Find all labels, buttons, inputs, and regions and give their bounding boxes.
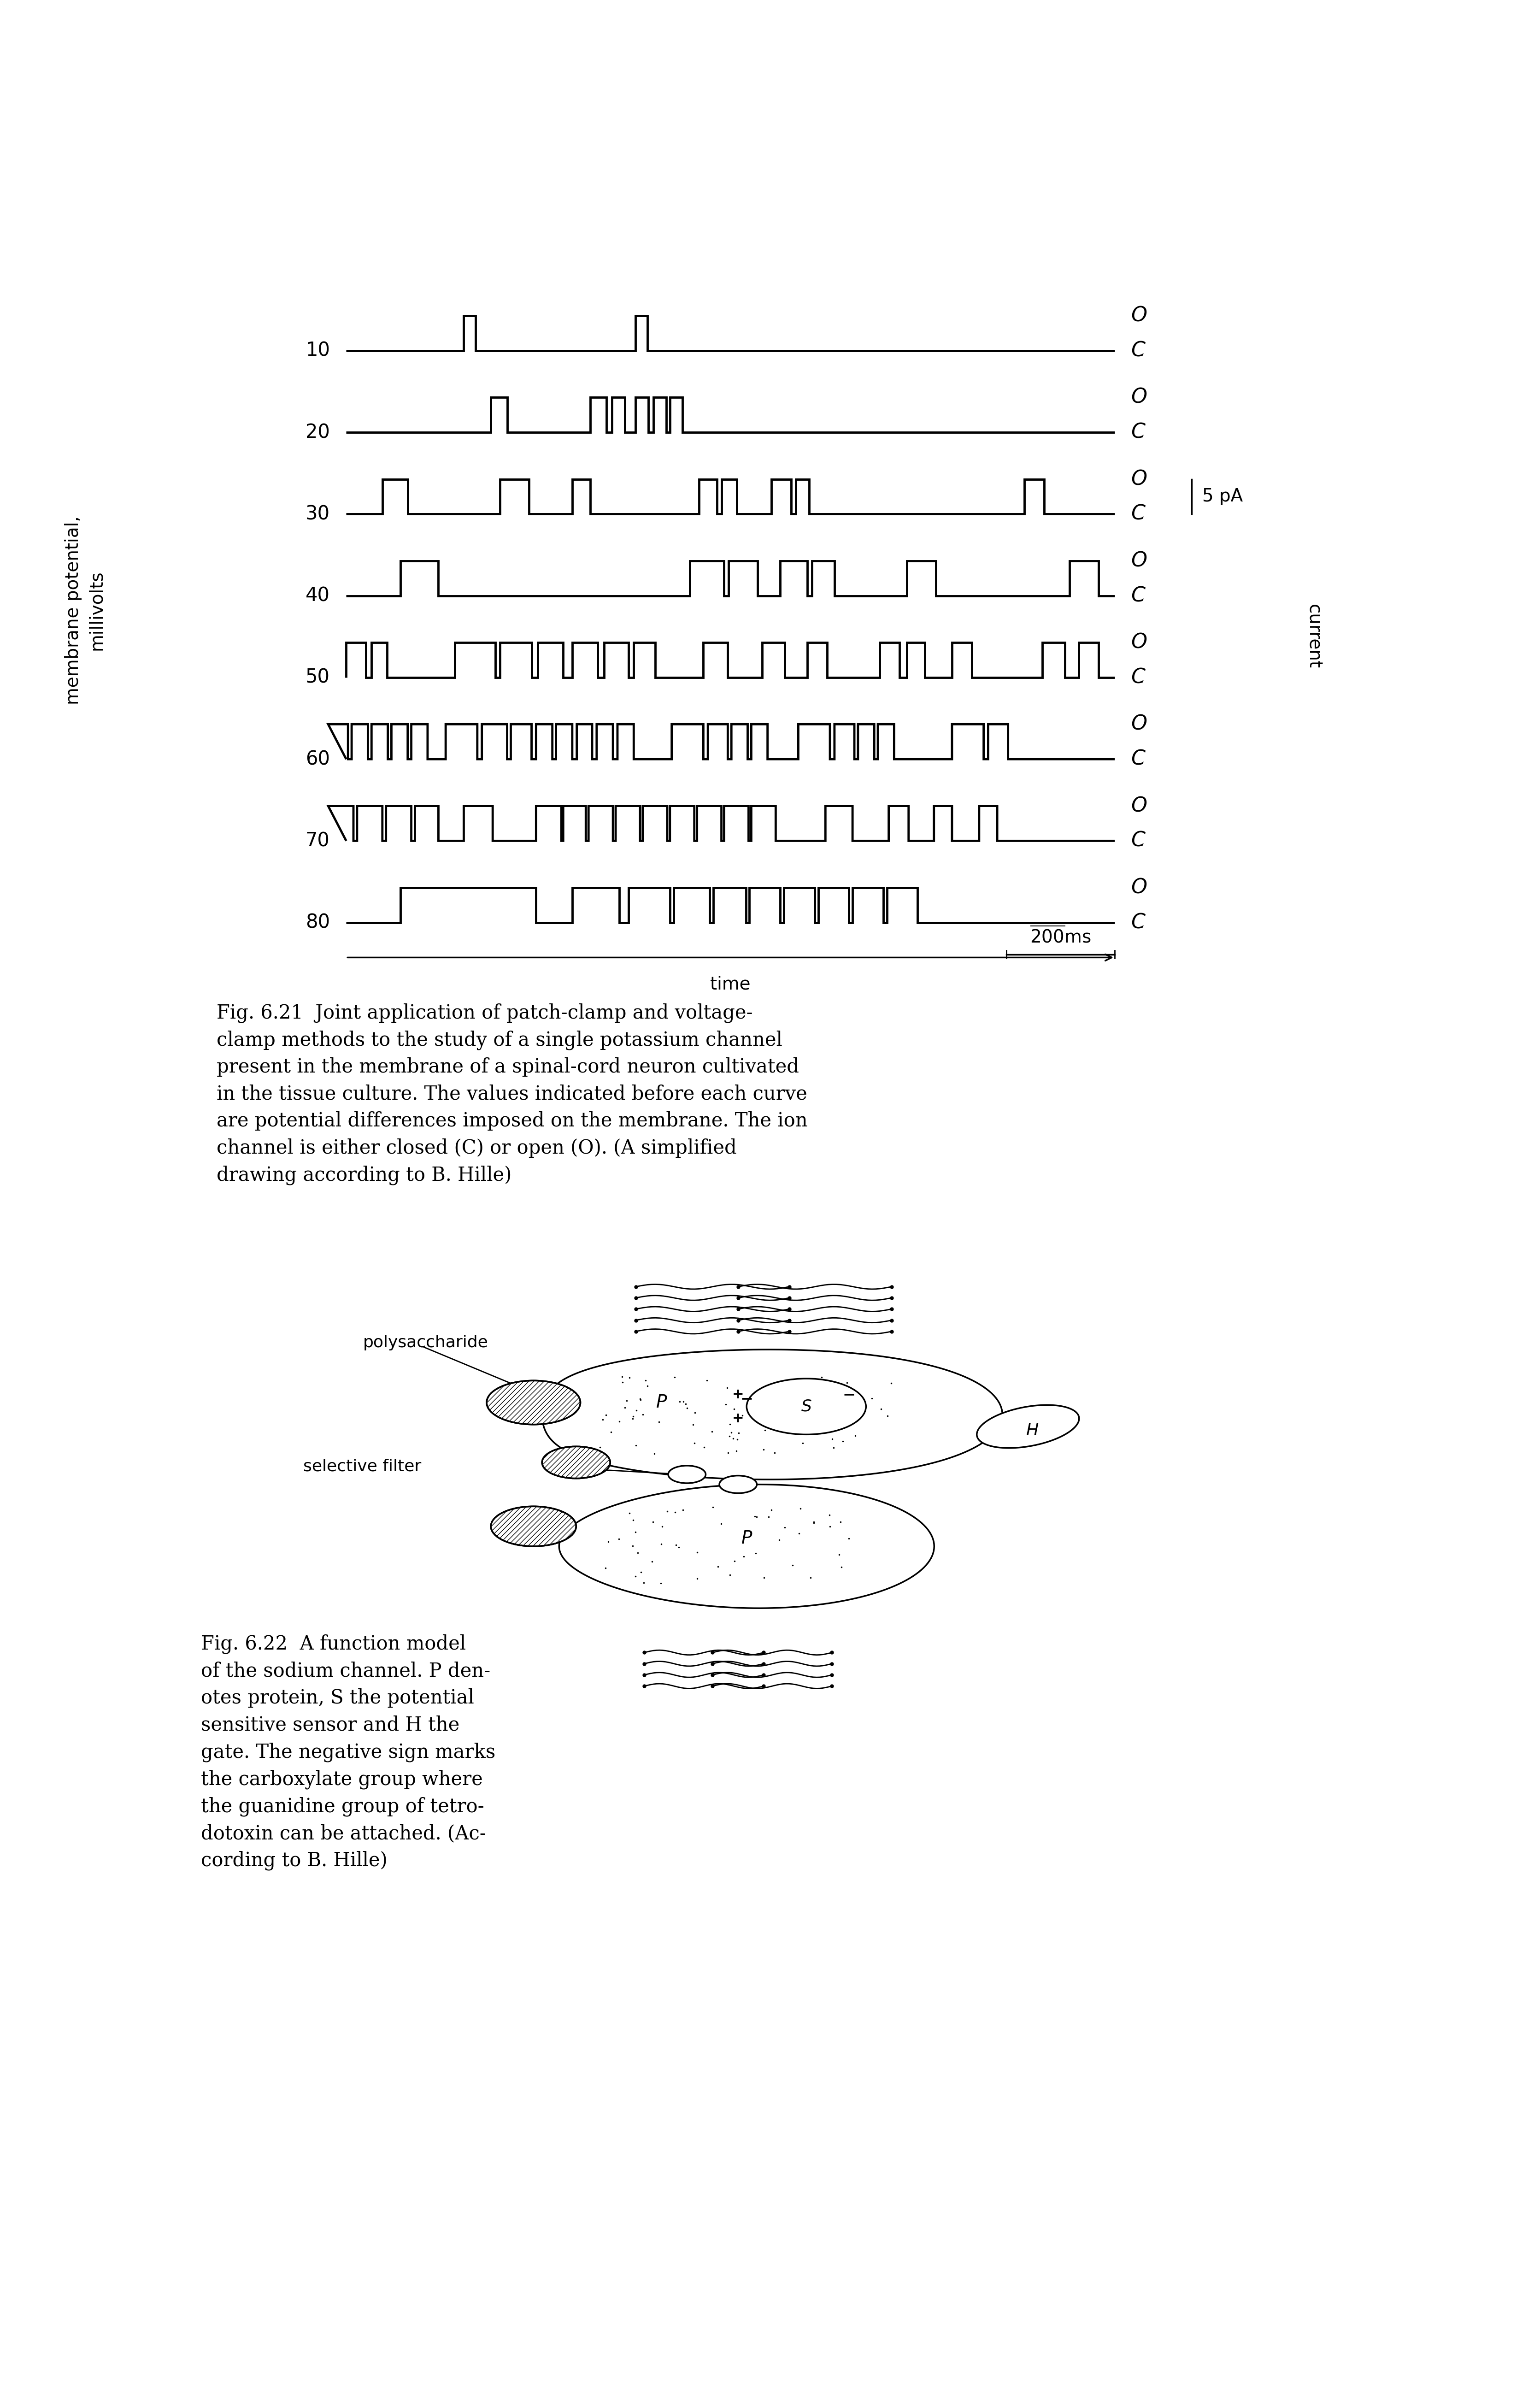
Circle shape [487, 1381, 581, 1424]
Text: 50: 50 [305, 668, 330, 687]
Text: O: O [1130, 713, 1147, 735]
Polygon shape [559, 1484, 935, 1608]
Text: C: C [1130, 668, 1146, 687]
Circle shape [747, 1378, 865, 1433]
Circle shape [491, 1505, 576, 1546]
Text: −: − [741, 1390, 753, 1407]
Text: 5 pA: 5 pA [1203, 488, 1243, 505]
Text: O: O [1130, 469, 1147, 488]
Text: +: + [731, 1388, 744, 1402]
Text: time: time [710, 976, 750, 993]
Text: 20: 20 [305, 424, 330, 443]
Text: P: P [741, 1529, 752, 1548]
Text: −: − [842, 1388, 855, 1402]
Text: O: O [1130, 632, 1147, 653]
Text: C: C [1130, 749, 1146, 768]
Text: 80: 80 [305, 912, 330, 933]
Text: C: C [1130, 586, 1146, 605]
Text: current: current [1304, 605, 1323, 670]
Text: Fig. 6.22  A function model
of the sodium channel. P den-
otes protein, S the po: Fig. 6.22 A function model of the sodium… [202, 1634, 496, 1871]
Polygon shape [976, 1405, 1080, 1448]
Text: 40: 40 [305, 586, 330, 605]
Text: O: O [1130, 550, 1147, 572]
Text: C: C [1130, 340, 1146, 361]
Text: C: C [1130, 505, 1146, 524]
Text: polysaccharide: polysaccharide [363, 1335, 488, 1350]
Text: membrane potential,
millivolts: membrane potential, millivolts [65, 517, 105, 704]
Text: 10: 10 [305, 342, 330, 361]
Text: O: O [1130, 797, 1147, 816]
Text: P: P [656, 1393, 667, 1412]
Polygon shape [542, 1350, 1003, 1479]
Text: O: O [1130, 878, 1147, 897]
Text: S: S [801, 1398, 812, 1414]
Circle shape [668, 1465, 705, 1484]
Text: C: C [1130, 424, 1146, 443]
Text: selective filter: selective filter [303, 1460, 422, 1474]
Text: H: H [1026, 1424, 1038, 1438]
Circle shape [542, 1445, 610, 1479]
Text: O: O [1130, 306, 1147, 325]
Text: 70: 70 [305, 830, 330, 850]
Text: C: C [1130, 830, 1146, 852]
Text: 60: 60 [305, 749, 330, 768]
Text: C: C [1130, 912, 1146, 933]
Text: $\overline{200}$ms: $\overline{200}$ms [1030, 926, 1090, 948]
Text: 30: 30 [305, 505, 330, 524]
Text: O: O [1130, 388, 1147, 407]
Text: Fig. 6.21  Joint application of patch-clamp and voltage-
clamp methods to the st: Fig. 6.21 Joint application of patch-cla… [216, 1003, 807, 1185]
Text: +: + [731, 1412, 744, 1426]
Circle shape [719, 1476, 756, 1493]
